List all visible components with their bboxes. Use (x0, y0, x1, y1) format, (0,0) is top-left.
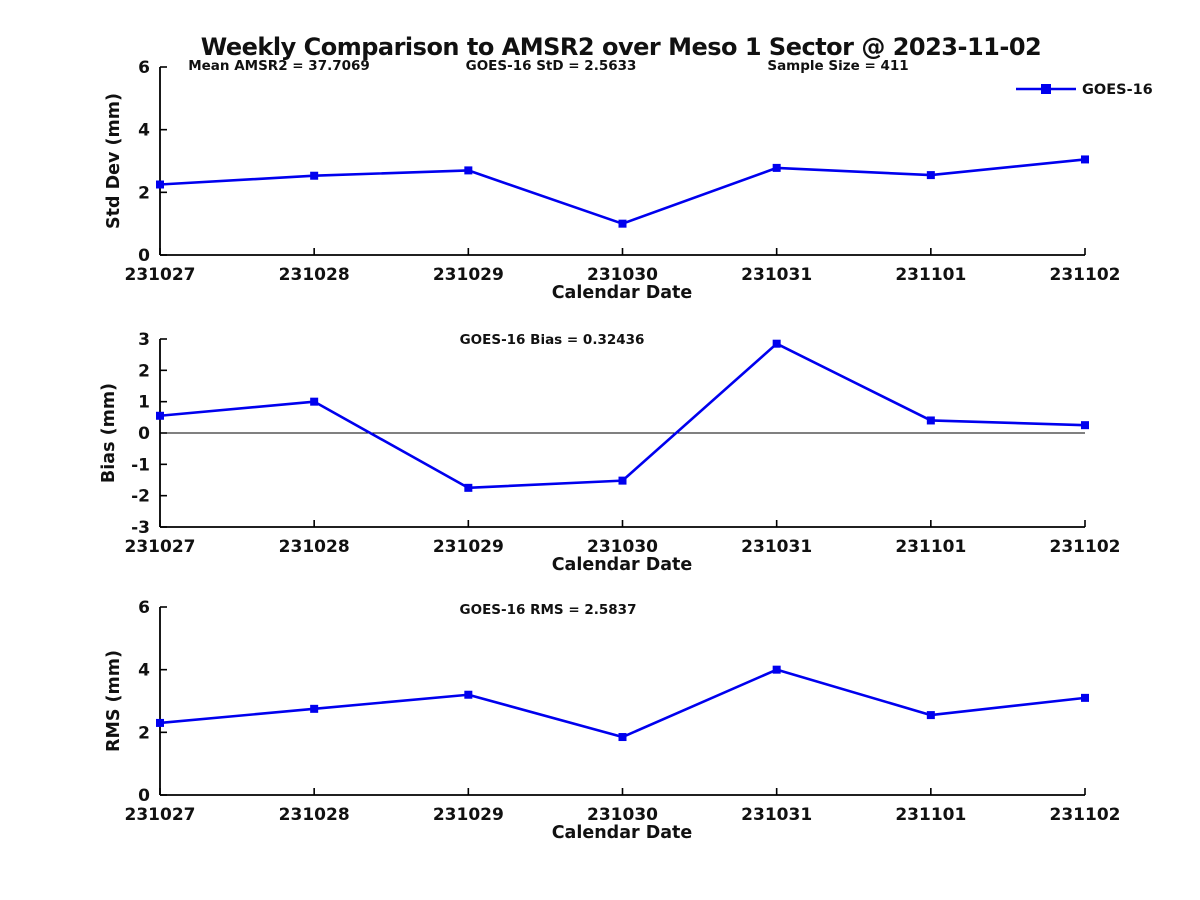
x-tick-label: 231029 (433, 537, 504, 557)
y-tick-label: 2 (138, 183, 150, 203)
annotation-goes16-rms: GOES-16 RMS = 2.5837 (460, 602, 637, 618)
data-point-marker (926, 416, 935, 425)
chart-bias: GOES-16 Bias = 0.32436 Bias (mm) Calenda… (99, 330, 1120, 575)
x-tick-label: 231030 (587, 265, 658, 285)
data-point-marker (464, 690, 473, 699)
data-point-marker (772, 665, 781, 674)
data-point-marker (464, 166, 473, 175)
data-point-marker (310, 397, 319, 406)
chart-rms: GOES-16 RMS = 2.5837 RMS (mm) Calendar D… (104, 598, 1120, 843)
data-point-marker (618, 733, 627, 742)
x-tick-label: 231027 (125, 805, 196, 825)
y-tick-label: 0 (138, 246, 150, 266)
data-point-marker (618, 476, 627, 485)
y-tick-label: 6 (138, 58, 150, 78)
data-point-marker (926, 711, 935, 720)
goes16-series-line (159, 668, 1086, 739)
data-point-marker (310, 171, 319, 180)
bias-x-axis-label: Calendar Date (552, 555, 693, 575)
y-tick-label: -2 (131, 487, 150, 507)
x-tick-label: 231101 (895, 265, 966, 285)
stddev-x-axis-label: Calendar Date (552, 283, 693, 303)
data-point-marker (464, 483, 473, 492)
chart-stddev: Mean AMSR2 = 37.7069 GOES-16 StD = 2.563… (104, 58, 1120, 303)
data-point-marker (1081, 155, 1089, 164)
bias-y-axis-label: Bias (mm) (99, 383, 119, 483)
y-tick-label: 0 (138, 786, 150, 806)
x-tick-label: 231029 (433, 265, 504, 285)
x-tick-label: 231027 (125, 265, 196, 285)
x-tick-label: 231031 (741, 805, 812, 825)
legend-square-marker (1041, 84, 1051, 94)
stddev-y-axis-label: Std Dev (mm) (104, 93, 124, 229)
data-point-marker (1081, 693, 1089, 702)
annotation-goes16-bias: GOES-16 Bias = 0.32436 (460, 332, 645, 348)
x-tick-label: 231028 (279, 265, 350, 285)
rms-x-axis-label: Calendar Date (552, 823, 693, 843)
data-point-marker (618, 219, 627, 228)
x-tick-label: 231101 (895, 537, 966, 557)
x-tick-label: 231031 (741, 265, 812, 285)
figure-title: Weekly Comparison to AMSR2 over Meso 1 S… (201, 33, 1041, 61)
legend-label: GOES-16 (1082, 82, 1153, 98)
x-tick-label: 231031 (741, 537, 812, 557)
rms-y-axis-label: RMS (mm) (104, 650, 124, 752)
y-tick-label: 2 (138, 723, 150, 743)
x-tick-label: 231102 (1050, 537, 1121, 557)
x-tick-label: 231028 (279, 805, 350, 825)
data-point-marker (926, 171, 935, 180)
goes16-series-line (159, 158, 1086, 225)
y-tick-label: -3 (131, 518, 150, 538)
data-point-marker (1081, 421, 1089, 430)
x-tick-label: 231029 (433, 805, 504, 825)
data-point-marker (156, 411, 164, 420)
y-tick-label: -1 (131, 455, 150, 475)
data-point-marker (310, 704, 319, 713)
x-tick-label: 231027 (125, 537, 196, 557)
x-tick-label: 231102 (1050, 805, 1121, 825)
annotation-mean-amsr2: Mean AMSR2 = 37.7069 (188, 58, 370, 74)
x-tick-label: 231030 (587, 805, 658, 825)
y-tick-label: 0 (138, 424, 150, 444)
stddev-plot-area: 0 2 4 6 231027 231028 231029 231030 231031 231101… (125, 58, 1121, 285)
goes16-series-line (159, 342, 1086, 490)
y-tick-label: 6 (138, 598, 150, 618)
x-tick-label: 231028 (279, 537, 350, 557)
x-tick-label: 231102 (1050, 265, 1121, 285)
y-tick-label: 3 (138, 330, 150, 350)
annotation-sample-size: Sample Size = 411 (767, 58, 908, 74)
rms-plot-area: 0 2 4 6 231027 231028 231029 231030 231031 231101… (125, 598, 1121, 825)
x-tick-label: 231101 (895, 805, 966, 825)
x-tick-label: 231030 (587, 537, 658, 557)
y-tick-label: 4 (138, 661, 150, 681)
data-point-marker (156, 718, 164, 727)
y-tick-label: 4 (138, 121, 150, 141)
y-tick-label: 1 (138, 393, 150, 413)
y-tick-label: 2 (138, 361, 150, 381)
data-point-marker (156, 180, 164, 189)
annotation-goes16-std: GOES-16 StD = 2.5633 (466, 58, 637, 74)
data-point-marker (772, 339, 781, 348)
legend: GOES-16 (1016, 82, 1153, 98)
data-point-marker (772, 163, 781, 172)
